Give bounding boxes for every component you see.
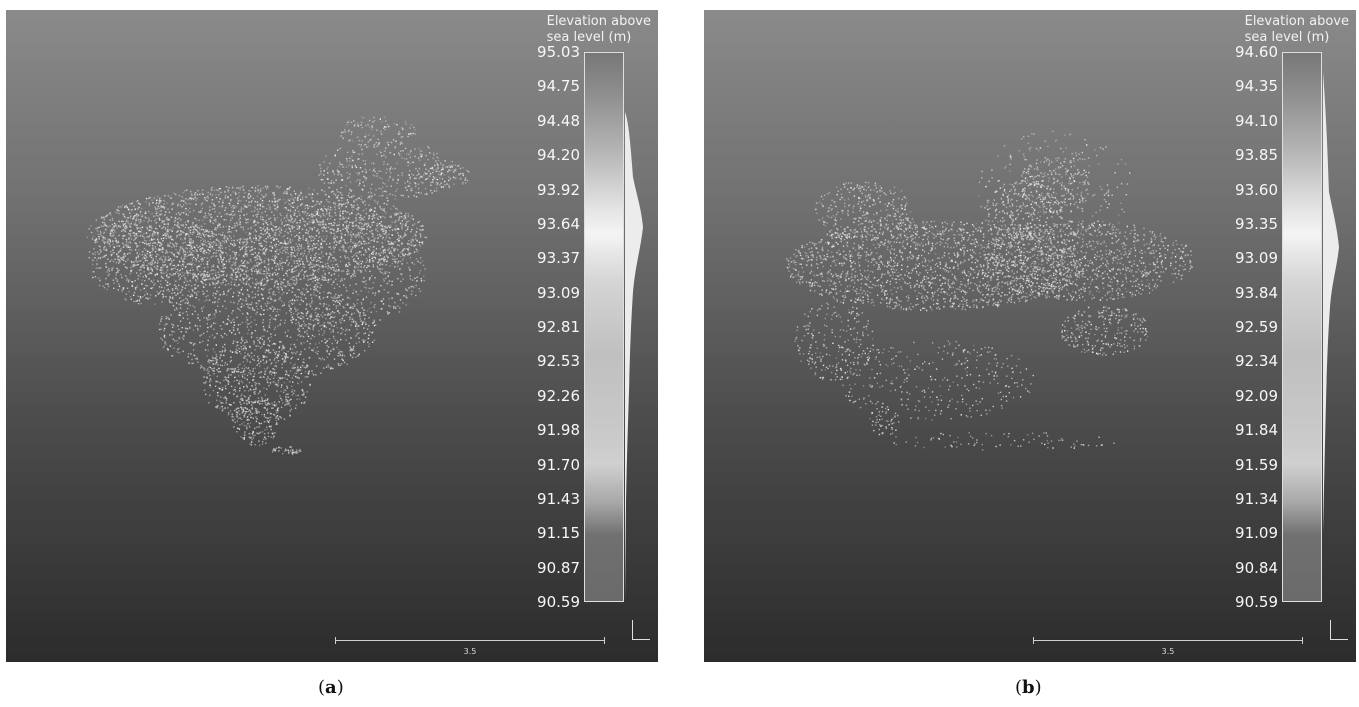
colorbar-title: Elevation above sea level (m) (1245, 14, 1349, 46)
colorbar-title-line1: Elevation above (546, 14, 651, 29)
colorbar-tick: 94.20 (537, 146, 580, 165)
scale-bar: 3.5 (1033, 634, 1303, 658)
colorbar-tick: 91.34 (1235, 489, 1278, 508)
point-cloud-panel-a: Elevation above sea level (m) 95.03 94.7… (6, 10, 658, 662)
point-cloud-panel-b: Elevation above sea level (m) 94.60 94.3… (704, 10, 1356, 662)
point-cloud-a (86, 116, 470, 455)
colorbar-tick: 95.03 (537, 43, 580, 61)
colorbar-tick: 92.09 (1235, 386, 1278, 405)
colorbar-tick: 92.81 (537, 318, 580, 336)
colorbar-ticks: 94.60 94.35 94.10 93.85 93.60 93.35 93.0… (1218, 43, 1278, 611)
scale-bar-label: 3.5 (1161, 647, 1175, 656)
colorbar-tick: 91.43 (537, 489, 580, 508)
colorbar-tick: 93.64 (537, 214, 580, 233)
caption-b: (b) (1015, 677, 1042, 698)
colorbar-tick: 90.59 (1235, 593, 1278, 611)
colorbar-ticks: 95.03 94.75 94.48 94.20 93.92 93.64 93.3… (520, 43, 580, 611)
caption-a: (a) (318, 677, 344, 698)
colorbar-tick: 91.84 (1235, 421, 1278, 440)
colorbar-tick: 94.10 (1235, 111, 1278, 130)
colorbar-tick: 93.09 (537, 283, 580, 302)
colorbar-tick: 93.37 (537, 249, 580, 268)
colorbar-tick: 94.48 (537, 111, 580, 130)
colorbar (584, 52, 624, 602)
colorbar-tick: 93.92 (537, 180, 580, 199)
colorbar (1282, 52, 1322, 602)
colorbar-title: Elevation above sea level (m) (547, 14, 651, 46)
caption-close: ) (1034, 677, 1042, 698)
axes-icon (632, 620, 650, 640)
colorbar-tick: 93.85 (1235, 146, 1278, 165)
point-cloud-b (786, 130, 1193, 451)
caption-close: ) (336, 677, 344, 698)
colorbar-title-line2: sea level (m) (546, 30, 632, 45)
colorbar-title-line1: Elevation above (1244, 14, 1349, 29)
caption-letter: b (1022, 677, 1035, 698)
colorbar-title-line2: sea level (m) (1244, 30, 1330, 45)
colorbar-tick: 92.53 (537, 352, 580, 371)
colorbar-tick: 90.59 (537, 593, 580, 611)
colorbar-tick: 90.84 (1235, 558, 1278, 577)
axes-icon (1330, 620, 1348, 640)
colorbar-tick: 94.60 (1235, 43, 1278, 61)
caption-open: ( (318, 677, 326, 698)
colorbar-tick: 93.60 (1235, 180, 1278, 199)
colorbar-tick: 94.35 (1235, 77, 1278, 96)
colorbar-tick: 91.59 (1235, 455, 1278, 474)
colorbar-histogram (1323, 72, 1339, 532)
caption-open: ( (1015, 677, 1023, 698)
colorbar-histogram (625, 112, 643, 602)
colorbar-tick: 92.26 (537, 386, 580, 405)
colorbar-tick: 90.87 (537, 558, 580, 577)
colorbar-tick: 94.75 (537, 77, 580, 96)
colorbar-tick: 92.59 (1235, 318, 1278, 336)
colorbar-tick: 91.98 (537, 421, 580, 440)
colorbar-tick: 91.15 (537, 524, 580, 543)
colorbar-tick: 93.09 (1235, 249, 1278, 268)
colorbar-tick: 91.70 (537, 455, 580, 474)
colorbar-tick: 91.09 (1235, 524, 1278, 543)
caption-letter: a (325, 677, 337, 698)
colorbar-tick: 93.84 (1235, 283, 1278, 302)
scale-bar-label: 3.5 (463, 647, 477, 656)
colorbar-tick: 93.35 (1235, 214, 1278, 233)
scale-bar: 3.5 (335, 634, 605, 658)
colorbar-tick: 92.34 (1235, 352, 1278, 371)
